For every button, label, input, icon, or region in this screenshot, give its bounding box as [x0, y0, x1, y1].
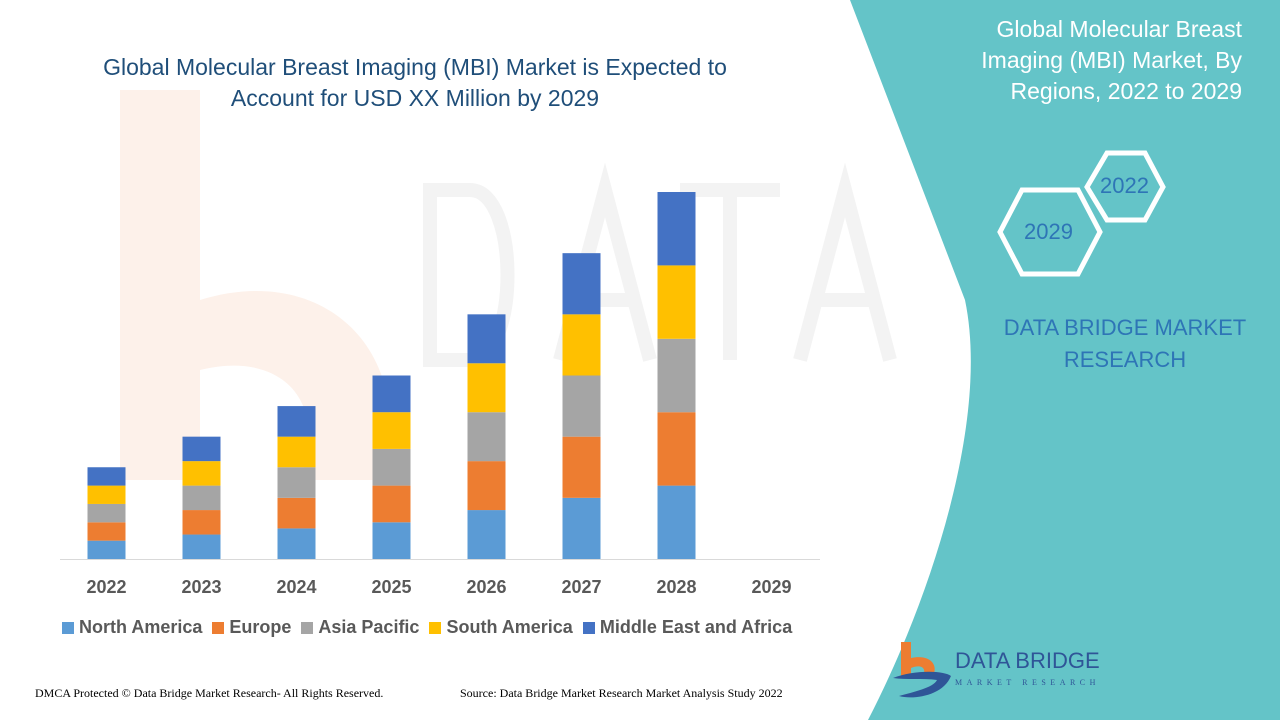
bar-segment-2025-middle-east-and-africa — [372, 375, 411, 413]
bar-segment-2028-middle-east-and-africa — [657, 192, 696, 266]
bar-segment-2027-asia-pacific — [562, 375, 601, 437]
bar-segment-2024-europe — [277, 497, 316, 529]
bar-segment-2024-north-america — [277, 528, 316, 559]
legend-swatch — [429, 621, 442, 634]
logo-name: DATA BRIDGE — [955, 648, 1100, 673]
bar-segment-2022-south-america — [87, 485, 126, 504]
brand-text: DATA BRIDGE MARKET RESEARCH — [1003, 315, 1247, 372]
legend-swatch — [301, 621, 314, 634]
teal-panel — [850, 0, 1280, 720]
bar-segment-2024-south-america — [277, 436, 316, 468]
bar-segment-2023-south-america — [182, 461, 221, 486]
legend-swatch — [62, 621, 74, 634]
bar-segment-2025-asia-pacific — [372, 448, 411, 486]
bar-segment-2026-asia-pacific — [467, 412, 506, 462]
legend: North America Europe Asia Pacific South Ame… — [62, 617, 792, 638]
x-tick-label: 2027 — [561, 577, 601, 597]
source-text: Source: Data Bridge Market Research Mark… — [460, 686, 783, 700]
data-bridge-logo-icon — [893, 642, 951, 698]
x-tick-label: 2025 — [371, 577, 411, 597]
bar-segment-2024-asia-pacific — [277, 467, 316, 498]
hex-label-2029: 2029 — [1024, 219, 1073, 244]
bar-segment-2025-south-america — [372, 412, 411, 449]
bar-segment-2028-asia-pacific — [657, 338, 696, 413]
bar-segment-2022-asia-pacific — [87, 503, 126, 523]
legend-label: North America — [79, 617, 203, 637]
legend-label: Europe — [229, 617, 292, 637]
side-panel-title: Global Molecular Breast Imaging (MBI) Ma… — [981, 16, 1242, 104]
bar-segment-2023-europe — [182, 510, 221, 535]
logo-subtitle: MARKET RESEARCH — [955, 678, 1100, 687]
bar-segment-2026-north-america — [467, 510, 506, 559]
legend-item: Asia Pacific — [301, 617, 419, 638]
hexagon-2022 — [1084, 150, 1166, 223]
bar-segment-2026-middle-east-and-africa — [467, 314, 506, 364]
legend-item: Europe — [212, 617, 291, 638]
hex-label-2022: 2022 — [1100, 173, 1149, 198]
x-tick-label: 2023 — [181, 577, 221, 597]
x-tick-label: 2022 — [86, 577, 126, 597]
legend-swatch — [582, 621, 595, 634]
bar-segment-2028-north-america — [657, 485, 696, 559]
x-tick-label: 2029 — [751, 577, 791, 597]
bar-segment-2028-europe — [657, 412, 696, 486]
bar-segment-2025-europe — [372, 485, 411, 523]
hexagon-2029 — [997, 187, 1103, 277]
legend-swatch — [212, 621, 225, 634]
bar-segment-2026-south-america — [467, 363, 506, 413]
bar-segment-2024-middle-east-and-africa — [277, 406, 316, 437]
legend-label: Asia Pacific — [318, 617, 420, 637]
copyright-text: DMCA Protected © Data Bridge Market Rese… — [35, 686, 384, 700]
legend-item: South America — [429, 617, 573, 638]
bar-segment-2022-middle-east-and-africa — [87, 467, 126, 486]
bar-segment-2023-north-america — [182, 534, 221, 559]
chart-title: Global Molecular Breast Imaging (MBI) Ma… — [103, 54, 727, 111]
legend-item: Middle East and Africa — [582, 617, 793, 638]
legend-label: Middle East and Africa — [599, 617, 793, 637]
bar-segment-2023-middle-east-and-africa — [182, 436, 221, 462]
x-tick-label: 2026 — [466, 577, 506, 597]
legend-label: South America — [446, 617, 573, 637]
bar-segment-2027-south-america — [562, 314, 601, 376]
x-tick-label: 2024 — [276, 577, 316, 597]
bar-segment-2022-europe — [87, 522, 126, 541]
watermark-logo — [120, 90, 390, 480]
bar-segment-2022-north-america — [87, 540, 126, 559]
legend-item: North America — [62, 617, 202, 638]
bar-segment-2027-middle-east-and-africa — [562, 253, 601, 315]
bar-segment-2023-asia-pacific — [182, 485, 221, 511]
bar-segment-2025-north-america — [372, 522, 411, 559]
bar-segment-2028-south-america — [657, 265, 696, 339]
bar-segment-2027-europe — [562, 436, 601, 498]
bar-segment-2027-north-america — [562, 497, 601, 559]
bar-segment-2026-europe — [467, 461, 506, 511]
x-tick-label: 2028 — [656, 577, 696, 597]
